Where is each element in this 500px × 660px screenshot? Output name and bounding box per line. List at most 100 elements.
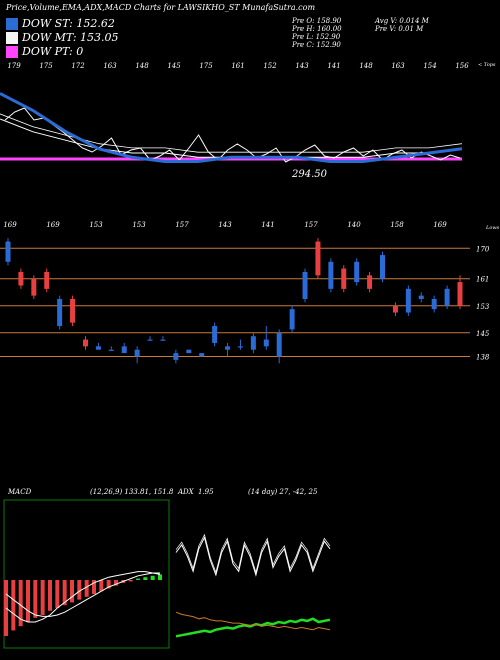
candle-body (82, 339, 88, 347)
price-top-label: 175 (39, 62, 53, 70)
candle-top-label: 169 (46, 221, 60, 229)
macd-histogram-bar (114, 580, 118, 586)
adx-value: 1.95 (198, 488, 214, 496)
macd-line (5, 571, 161, 623)
candle-body (212, 326, 218, 343)
candle-corner-label: Lows (485, 225, 500, 231)
legend-swatch-mt (6, 31, 18, 44)
candle-body (134, 349, 140, 357)
plus-di-line (175, 617, 331, 638)
adx-line (175, 536, 331, 577)
candle-body (147, 339, 153, 341)
candle-top-label: 141 (261, 221, 274, 229)
legend-label-pt: DOW PT: 0 (22, 45, 84, 58)
macd-histogram-bar (136, 578, 140, 580)
candle-body (444, 288, 450, 306)
price-top-label: 143 (295, 62, 309, 70)
candle-body (160, 339, 166, 341)
macd-histogram-bar (143, 577, 148, 580)
adx-panel: ADX 1.95 (14 day) 27, -42, 25 (172, 488, 337, 648)
price-top-label: 163 (103, 62, 117, 70)
candle-top-label: 157 (304, 221, 318, 229)
level-label: 145 (476, 330, 490, 338)
candle-top-label: 169 (3, 221, 17, 229)
macd-histogram-bar (150, 575, 155, 580)
candle-body (95, 346, 101, 350)
candle-body (186, 349, 192, 354)
candle-body (70, 299, 76, 323)
candle-top-label: 140 (347, 221, 361, 229)
chart-title: Price,Volume,EMA,ADX,MACD Charts for LAW… (6, 3, 316, 12)
candle-body (121, 346, 127, 354)
dow-mt-line (0, 118, 463, 158)
candle-body (405, 288, 411, 313)
macd-histogram-bar (106, 580, 111, 589)
legend-swatch-pt (6, 45, 18, 58)
price-top-label: 148 (359, 62, 373, 70)
candle-body (354, 261, 360, 283)
adx-params: (14 day) 27, -42, 25 (248, 488, 318, 496)
candle-body (302, 271, 308, 299)
legend-label-mt: DOW MT: 153.05 (22, 31, 119, 44)
candle-body (250, 336, 256, 350)
price-top-label: 163 (391, 62, 405, 70)
legend-dow-st: DOW ST: 152.62 (6, 17, 115, 30)
candle-top-label: 153 (89, 221, 103, 229)
macd-histogram-bar (70, 580, 74, 603)
candle-body (315, 241, 321, 276)
ohlc-high: Pre H: 160.00 (292, 25, 342, 33)
ohlc-avg-volume: Avg V: 0.014 M (375, 17, 429, 25)
legend-swatch-st (6, 17, 18, 30)
candle-body (263, 339, 269, 347)
candle-body (108, 349, 114, 351)
candle-body (31, 278, 37, 296)
macd-histogram-bar (11, 580, 16, 631)
ohlc-volume: Pre V: 0.01 M (375, 25, 424, 33)
candle-top-label: 143 (218, 221, 232, 229)
level-label: 161 (476, 276, 489, 284)
macd-signal-line (5, 572, 160, 617)
dow-st-line (0, 92, 463, 163)
ohlc-low: Pre L: 152.90 (292, 33, 341, 41)
macd-histogram-bar (84, 580, 89, 597)
candle-body (392, 305, 398, 313)
price-corner-label: < Tops (478, 62, 496, 68)
candle-top-label: 157 (175, 221, 189, 229)
level-label: 153 (476, 303, 490, 311)
candle-body (237, 346, 243, 348)
candle-body (173, 353, 179, 360)
macd-frame (3, 499, 170, 649)
macd-panel: MACD (12,26,9) 133.81, 151.8 (3, 488, 174, 649)
price-top-label: 156 (455, 62, 469, 70)
price-top-label: 141 (327, 62, 340, 70)
macd-histogram-bar (62, 580, 67, 606)
candle-body (341, 268, 347, 289)
candle-top-label: 169 (433, 221, 447, 229)
candle-body (276, 332, 282, 357)
candle-top-label: 153 (132, 221, 146, 229)
candle-body (367, 275, 373, 289)
price-last-value: 294.50 (291, 169, 328, 180)
price-panel: 179 175 172 163 148 145 175 161 152 143 141 148 163 1… (0, 62, 496, 180)
macd-histogram-bar (77, 580, 82, 600)
adx-label: ADX (177, 488, 195, 496)
candle-body (199, 353, 205, 357)
candle-body (457, 282, 463, 306)
macd-label: MACD (7, 488, 32, 496)
macd-histogram-bar (40, 580, 45, 615)
legend-label-st: DOW ST: 152.62 (22, 17, 115, 30)
adx-frame (172, 500, 337, 648)
price-top-label: 161 (231, 62, 244, 70)
macd-histogram-bar (33, 580, 38, 618)
candle-panel: 169 169 153 153 157 143 141 157 140 158 169 Lows 170… (0, 221, 500, 364)
macd-histogram-bar (92, 580, 96, 594)
price-top-label: 179 (7, 62, 21, 70)
macd-histogram-bar (48, 580, 52, 611)
candle-body (328, 261, 334, 289)
macd-histogram-bar (158, 574, 162, 580)
candle-body (431, 299, 437, 310)
macd-histogram-bar (26, 580, 30, 622)
ohlc-close: Pre C: 152.90 (292, 41, 341, 49)
macd-histogram-bar (128, 580, 133, 582)
